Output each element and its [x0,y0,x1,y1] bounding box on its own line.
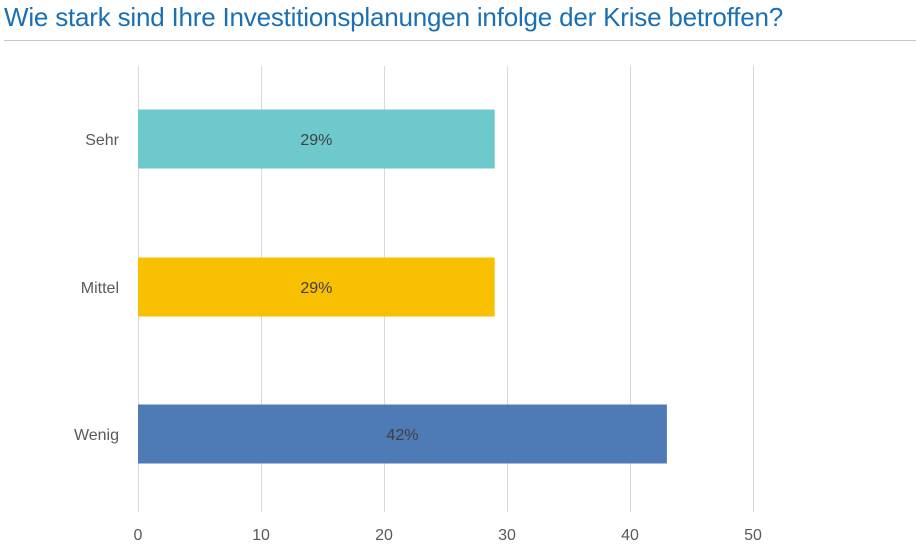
data-label-mittel: 29% [300,280,332,297]
x-tick-label-0: 0 [134,527,143,544]
category-labels: Sehr Mittel Wenig [74,132,120,444]
chart-title: Wie stark sind Ihre Investitionsplanunge… [4,2,783,32]
x-axis-ticks: 0 10 20 30 40 50 [134,527,762,544]
data-label-sehr: 29% [300,132,332,149]
bar-wenig [138,404,667,464]
x-tick-label-40: 40 [621,527,639,544]
bars: 29% 29% 42% [138,109,667,464]
category-label-wenig: Wenig [74,427,119,444]
title-divider [4,40,916,41]
category-label-sehr: Sehr [85,132,119,149]
x-tick-label-50: 50 [744,527,762,544]
category-label-mittel: Mittel [81,280,119,297]
x-tick-label-30: 30 [498,527,516,544]
x-tick-label-20: 20 [375,527,393,544]
data-label-wenig: 42% [386,427,418,444]
bar-mittel [138,257,495,317]
x-tick-label-10: 10 [252,527,270,544]
bar-sehr [138,109,495,169]
